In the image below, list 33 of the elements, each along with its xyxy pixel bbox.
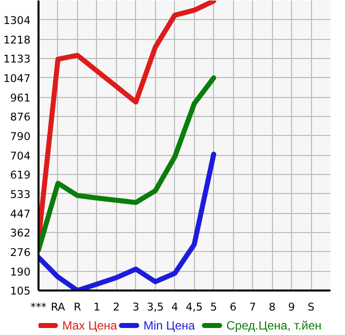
- y-tick-label: 105: [10, 284, 31, 298]
- x-tick-label: 5: [210, 300, 218, 314]
- x-tick-label: 2: [112, 300, 120, 314]
- x-tick-label: 4,5: [186, 300, 203, 314]
- legend-label: Max Цена: [62, 318, 118, 332]
- y-tick-label: 1133: [3, 52, 31, 66]
- y-tick-label: 961: [10, 91, 31, 104]
- y-tick-label: 276: [10, 246, 31, 259]
- y-tick-label: 1304: [3, 14, 31, 27]
- x-tick-label: 3: [132, 300, 140, 314]
- x-tick-label: 8: [268, 300, 276, 314]
- y-tick-label: 876: [10, 110, 31, 124]
- y-tick-label: 190: [10, 265, 31, 278]
- x-tick-label: R: [74, 300, 82, 314]
- y-tick-label: 790: [10, 130, 31, 143]
- y-tick-label: 1218: [3, 33, 31, 46]
- x-tick-label: 4: [171, 300, 178, 314]
- y-tick-label: 704: [10, 149, 31, 162]
- y-tick-label: 533: [10, 188, 31, 201]
- x-tick-label: ***: [30, 300, 48, 314]
- legend-label: Min Цена: [143, 318, 196, 332]
- x-tick-label: 7: [249, 300, 256, 314]
- legend-label: Сред.Цена, т.йен: [226, 318, 322, 332]
- x-tick-label: 3,5: [146, 300, 164, 314]
- y-tick-label: 362: [10, 226, 31, 240]
- x-tick-label: 9: [288, 300, 296, 314]
- x-tick-label: RA: [50, 300, 66, 314]
- y-tick-label: 447: [10, 207, 31, 220]
- x-tick-label: 6: [230, 300, 237, 314]
- x-tick-label: 1: [94, 300, 100, 314]
- x-tick-label: S: [308, 300, 315, 314]
- y-tick-label: 619: [10, 168, 31, 182]
- y-tick-label: 1047: [3, 72, 31, 85]
